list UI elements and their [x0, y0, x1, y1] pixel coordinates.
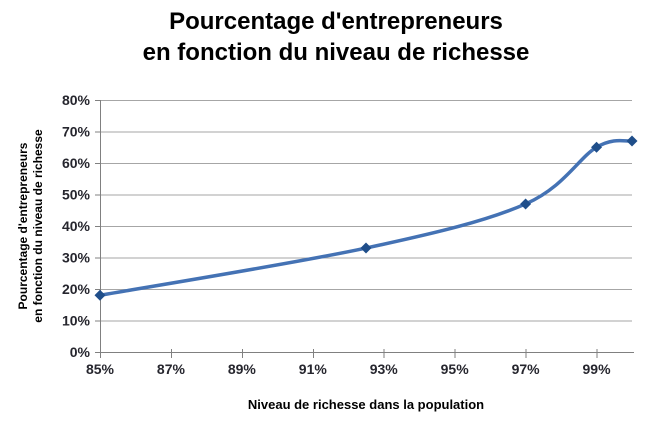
x-tick-label: 93% [370, 361, 399, 377]
x-tick-label: 97% [512, 361, 541, 377]
data-point-marker [520, 198, 532, 210]
x-tick-label: 91% [299, 361, 328, 377]
y-axis-title: Pourcentage d'entrepreneurs en fonction … [16, 129, 46, 322]
y-tick-label: 30% [62, 250, 91, 266]
y-tick-label: 60% [62, 155, 91, 171]
chart-title: Pourcentage d'entrepreneurs en fonction … [24, 6, 648, 68]
x-axis-title: Niveau de richesse dans la population [247, 397, 485, 412]
data-point-marker [94, 289, 106, 301]
y-tick-label: 80% [62, 92, 91, 108]
x-tick-label: 85% [86, 361, 115, 377]
y-tick-label: 20% [62, 281, 91, 297]
y-tick-label: 40% [62, 218, 91, 234]
data-point-marker [626, 135, 638, 147]
y-tick-label: 0% [70, 344, 91, 360]
y-tick-label: 10% [62, 313, 91, 329]
x-tick-label: 89% [228, 361, 257, 377]
chart-title-line1: Pourcentage d'entrepreneurs [169, 8, 503, 35]
y-tick-label: 50% [62, 187, 91, 203]
data-point-marker [591, 141, 603, 153]
x-tick-label: 95% [441, 361, 470, 377]
y-axis-title-line2: en fonction du niveau de richesse [31, 129, 45, 323]
chart-title-line2: en fonction du niveau de richesse [142, 39, 530, 66]
y-axis-title-line1: Pourcentage d'entrepreneurs [16, 142, 30, 310]
data-point-marker [360, 242, 372, 254]
x-tick-label: 99% [583, 361, 612, 377]
y-tick-label: 70% [62, 124, 91, 140]
x-tick-label: 87% [157, 361, 186, 377]
